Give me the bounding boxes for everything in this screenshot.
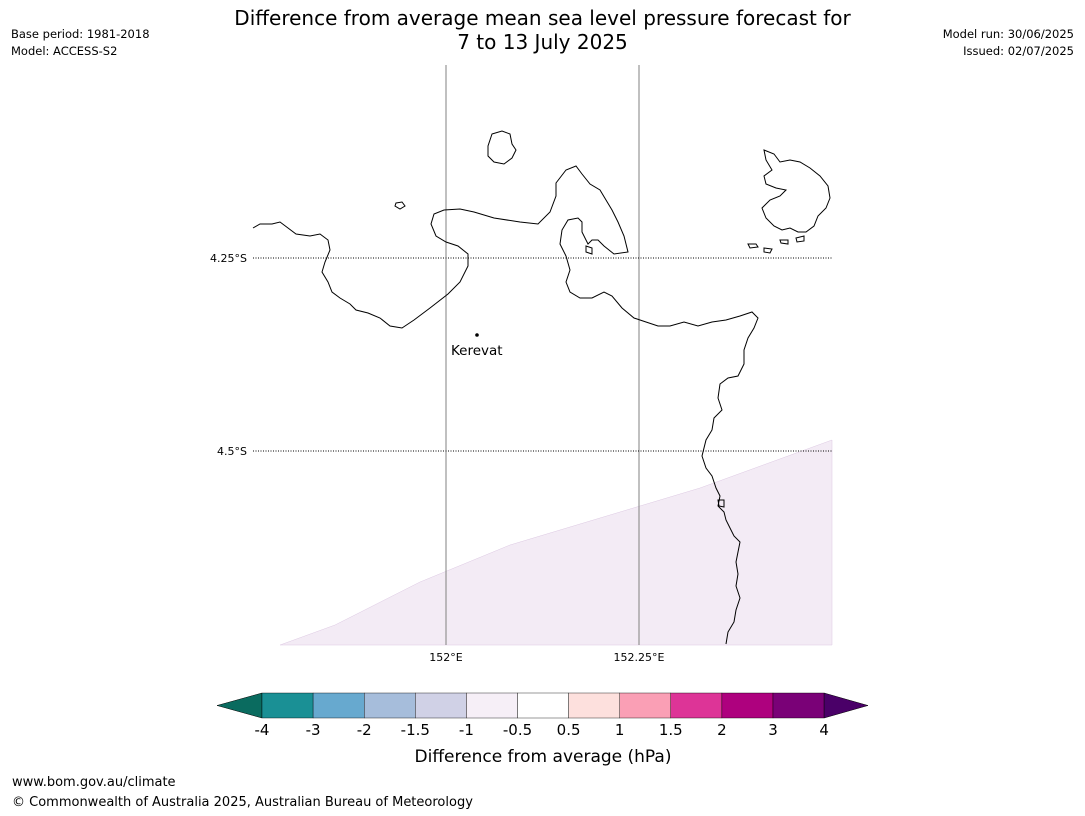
colorbar-tick-label: 3 — [768, 721, 778, 739]
colorbar-tick-label: 4 — [819, 721, 829, 739]
colorbar-swatch — [670, 692, 723, 719]
title-line-1: Difference from average mean sea level p… — [234, 6, 851, 30]
coastline-islet — [394, 201, 406, 210]
issued-date: Issued: 02/07/2025 — [963, 44, 1074, 58]
colorbar-tick-label: -1.5 — [401, 721, 430, 739]
model-run: Model run: 30/06/2025 — [942, 27, 1074, 41]
colorbar-under-triangle — [216, 692, 263, 719]
colorbar-swatch — [364, 692, 416, 719]
colorbar-swatch — [312, 692, 365, 719]
shaded-anomaly-region — [279, 439, 833, 646]
kerevat-marker — [475, 333, 479, 337]
coastline-main — [252, 165, 759, 645]
colorbar-swatch — [517, 692, 569, 719]
colorbar-tick-label: -1 — [459, 721, 474, 739]
colorbar-tick-label: -2 — [357, 721, 372, 739]
lon-label-152-25: 152.25°E — [614, 651, 665, 664]
meta-left: Base period: 1981-2018 Model: ACCESS-S2 — [11, 26, 150, 60]
footer-url: www.bom.gov.au/climate — [12, 775, 176, 790]
title-line-2: 7 to 13 July 2025 — [457, 30, 628, 54]
coastline-islet-4 — [779, 239, 789, 245]
coastline-island-north — [487, 130, 517, 165]
colorbar-swatch — [568, 692, 620, 719]
colorbar-swatch — [261, 692, 314, 719]
coastline-islet-5 — [795, 235, 805, 243]
colorbar-tick-label: -0.5 — [503, 721, 532, 739]
colorbar-tick-label: 1 — [615, 721, 625, 739]
footer-copyright: © Commonwealth of Australia 2025, Austra… — [12, 795, 473, 810]
meta-right: Model run: 30/06/2025 Issued: 02/07/2025 — [943, 26, 1074, 60]
coastline-islet-2 — [747, 243, 759, 249]
coastline-islet-6 — [585, 245, 593, 255]
chart-title: Difference from average mean sea level p… — [0, 6, 1085, 54]
colorbar-tick-label: 1.5 — [659, 721, 683, 739]
colorbar-swatch — [619, 692, 672, 719]
lat-label-4-25: 4.25°S — [210, 252, 247, 265]
coastline — [252, 130, 831, 645]
coastline-islet-7 — [717, 499, 725, 508]
coastline-island-group — [761, 149, 831, 233]
kerevat-label: Kerevat — [451, 343, 503, 359]
colorbar: -4 -3 -2 -1.5 -1 -0.5 0.5 1 1.5 2 3 4 — [216, 692, 869, 739]
colorbar-swatch — [721, 692, 774, 719]
colorbar-swatch — [466, 692, 518, 719]
colorbar-tick-label: -4 — [255, 721, 270, 739]
model-name: Model: ACCESS-S2 — [11, 44, 118, 58]
colorbar-label: Difference from average (hPa) — [415, 747, 672, 767]
colorbar-swatch — [415, 692, 467, 719]
colorbar-tick-label: -3 — [306, 721, 321, 739]
lat-label-4-5: 4.5°S — [217, 445, 247, 458]
colorbar-tick-label: 0.5 — [557, 721, 581, 739]
coastline-islet-3 — [763, 247, 773, 254]
colorbar-tick-label: 2 — [717, 721, 727, 739]
base-period: Base period: 1981-2018 — [11, 27, 150, 41]
lon-label-152: 152°E — [429, 651, 462, 664]
colorbar-over-triangle — [823, 692, 869, 719]
colorbar-swatch — [772, 692, 825, 719]
